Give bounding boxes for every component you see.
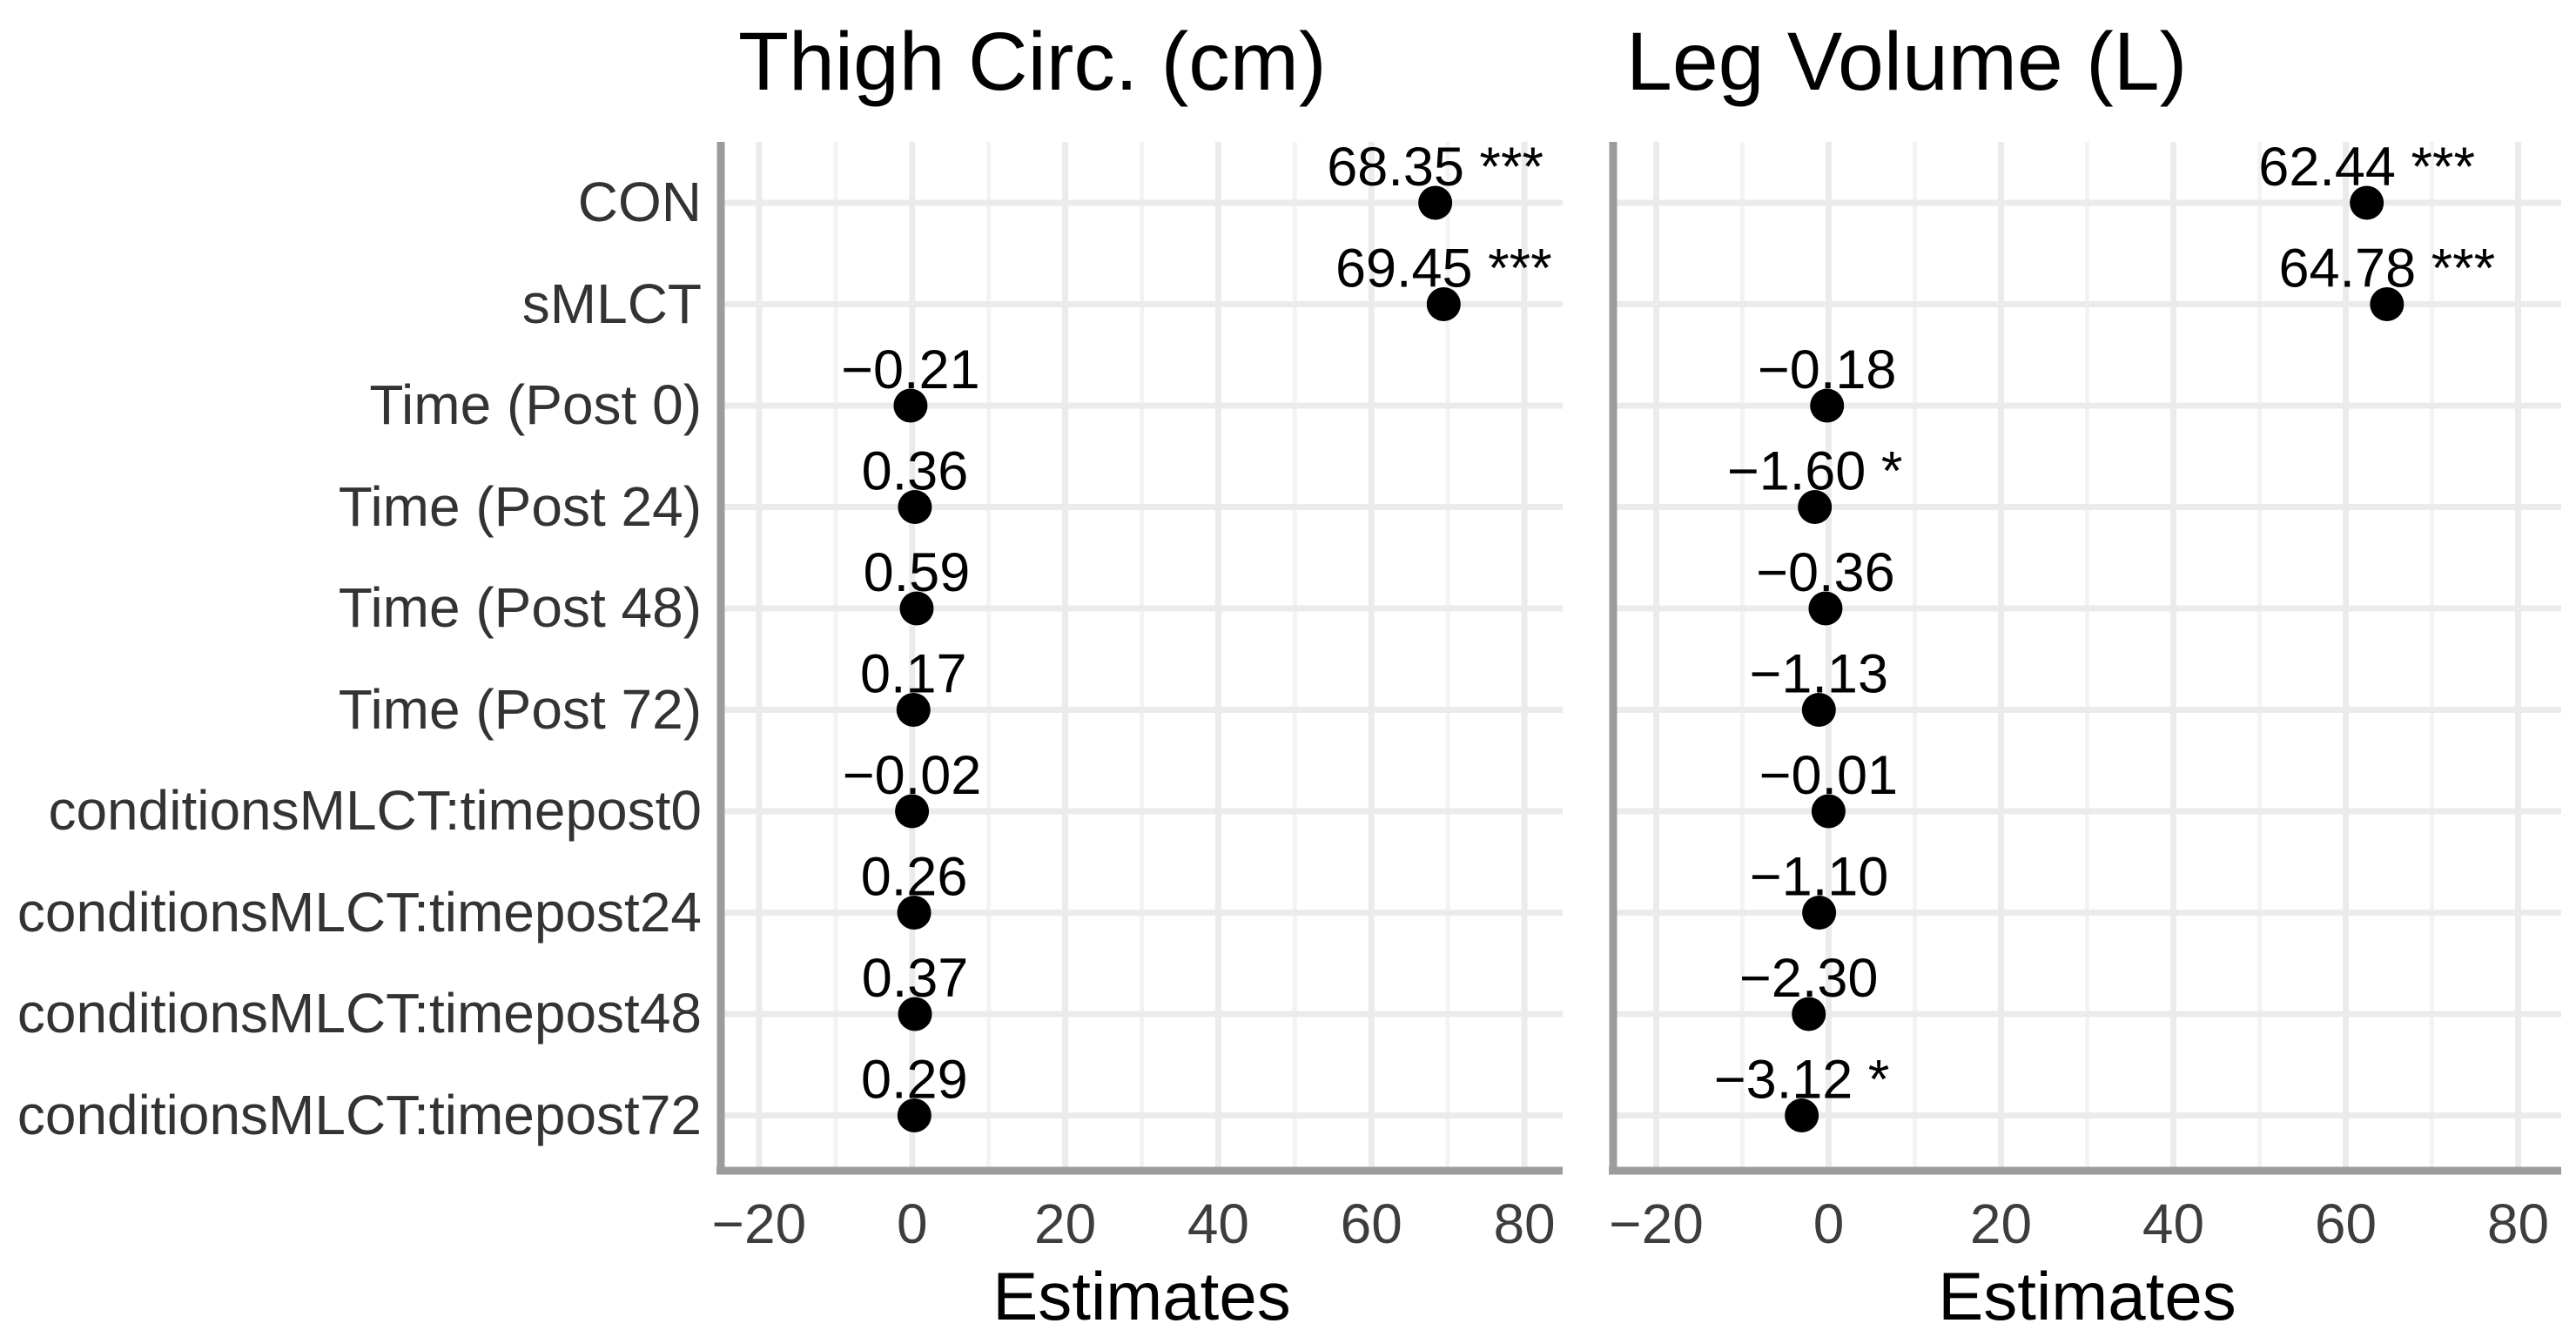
category-label: conditionsMLCT:timepost0	[48, 779, 702, 842]
x-tick-label: 0	[1813, 1192, 1845, 1255]
data-point	[1810, 388, 1845, 423]
data-point	[2350, 185, 2384, 220]
data-point	[897, 896, 932, 930]
category-axis: CON sMLCT Time (Post 0) Time (Post 24) Time …	[0, 0, 702, 1330]
x-tick-label: 60	[2315, 1192, 2377, 1255]
x-tick-label: −20	[1609, 1192, 1704, 1255]
x-axis-title-right: Estimates	[1938, 1258, 2236, 1330]
data-point	[1785, 1098, 1819, 1132]
category-label: Time (Post 72)	[338, 677, 702, 741]
data-point	[1798, 490, 1833, 524]
category-label: CON	[577, 171, 702, 233]
data-point	[1802, 896, 1837, 930]
data-point	[1426, 287, 1461, 321]
category-label: Time (Post 24)	[338, 474, 702, 538]
panel-title-thigh-circ: Thigh Circ. (cm)	[738, 16, 1327, 108]
x-tick-label: 40	[1187, 1192, 1249, 1255]
panel-title-leg-volume: Leg Volume (L)	[1626, 16, 2188, 108]
data-point	[1808, 591, 1843, 626]
data-point	[896, 693, 931, 727]
x-tick-label: 80	[2487, 1192, 2549, 1255]
data-point	[898, 997, 932, 1031]
data-point	[1801, 693, 1836, 727]
x-tick-label: 40	[2142, 1192, 2204, 1255]
data-point	[1792, 997, 1826, 1031]
data-point	[1418, 185, 1453, 220]
category-label: conditionsMLCT:timepost48	[17, 982, 702, 1045]
category-label: conditionsMLCT:timepost72	[17, 1083, 702, 1146]
x-tick-label: 0	[897, 1192, 928, 1255]
x-tick-label: −20	[712, 1192, 807, 1255]
x-tick-label: 20	[1970, 1192, 2032, 1255]
category-label: conditionsMLCT:timepost24	[17, 880, 702, 944]
data-point	[895, 794, 930, 829]
category-label: sMLCT	[521, 272, 702, 335]
data-point	[2370, 287, 2404, 321]
category-label: Time (Post 48)	[338, 576, 702, 639]
category-label: Time (Post 0)	[369, 373, 702, 436]
data-point	[893, 388, 928, 423]
x-tick-label: 20	[1034, 1192, 1096, 1255]
data-point	[897, 1098, 932, 1132]
x-tick-label: 60	[1341, 1192, 1402, 1255]
x-axis-title-left: Estimates	[992, 1258, 1291, 1330]
x-tick-label: 80	[1493, 1192, 1555, 1255]
data-point	[1811, 794, 1846, 829]
data-point	[899, 591, 934, 626]
data-point	[898, 490, 932, 524]
